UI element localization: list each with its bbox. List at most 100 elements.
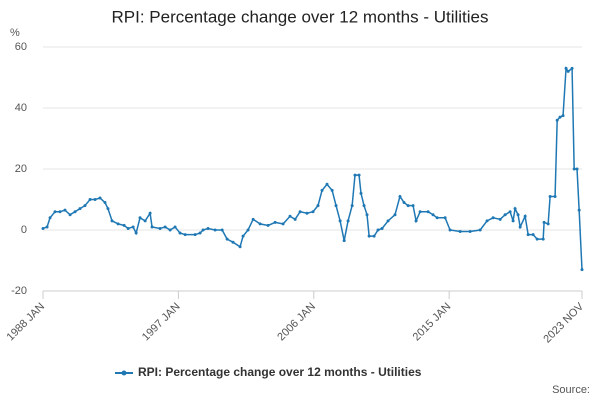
point bbox=[116, 222, 120, 226]
point bbox=[564, 66, 568, 70]
point bbox=[572, 167, 576, 171]
y-tick-label: -20 bbox=[11, 285, 27, 297]
point bbox=[126, 226, 130, 230]
point bbox=[320, 188, 324, 192]
chart-title: RPI: Percentage change over 12 months - … bbox=[111, 7, 488, 26]
point bbox=[386, 219, 390, 223]
point bbox=[418, 210, 422, 214]
point bbox=[367, 234, 371, 238]
point bbox=[362, 204, 366, 208]
point bbox=[575, 167, 579, 171]
point bbox=[73, 210, 77, 214]
point bbox=[566, 69, 570, 73]
point bbox=[353, 173, 357, 177]
point bbox=[183, 233, 187, 237]
point bbox=[503, 213, 507, 217]
point bbox=[558, 115, 562, 119]
y-tick-label: 40 bbox=[15, 102, 27, 114]
source: Source: bbox=[552, 384, 590, 396]
point bbox=[138, 216, 142, 220]
y-tick-label: 20 bbox=[15, 163, 27, 175]
point bbox=[148, 211, 152, 215]
point bbox=[411, 204, 415, 208]
point bbox=[63, 208, 67, 212]
point bbox=[426, 210, 430, 214]
point bbox=[83, 204, 87, 208]
point bbox=[193, 233, 197, 237]
point bbox=[106, 207, 110, 211]
point bbox=[88, 198, 92, 201]
point bbox=[58, 210, 62, 214]
point bbox=[334, 204, 338, 208]
point bbox=[288, 214, 292, 218]
point bbox=[365, 213, 369, 217]
point bbox=[163, 225, 167, 229]
x-tick-label: 2006 JAN bbox=[275, 301, 318, 344]
point bbox=[511, 219, 515, 223]
point bbox=[546, 222, 550, 226]
point bbox=[103, 201, 107, 205]
point bbox=[498, 217, 502, 221]
point bbox=[251, 217, 255, 221]
point bbox=[485, 219, 489, 223]
point bbox=[110, 219, 114, 223]
point bbox=[561, 114, 565, 118]
point bbox=[305, 211, 309, 215]
point bbox=[311, 210, 315, 214]
point bbox=[168, 228, 172, 232]
y-tick-label: 0 bbox=[21, 224, 27, 236]
point bbox=[513, 207, 517, 211]
point bbox=[580, 268, 584, 272]
point bbox=[48, 216, 52, 220]
point bbox=[376, 228, 380, 232]
point bbox=[246, 228, 250, 232]
point bbox=[293, 217, 297, 221]
point bbox=[143, 219, 147, 223]
point bbox=[241, 234, 245, 238]
point bbox=[98, 196, 102, 200]
point bbox=[406, 204, 410, 208]
point bbox=[518, 225, 522, 229]
point bbox=[53, 210, 57, 214]
point bbox=[541, 237, 545, 241]
legend-label: RPI: Percentage change over 12 months - … bbox=[138, 365, 422, 379]
point bbox=[393, 213, 397, 217]
point bbox=[150, 225, 154, 229]
point bbox=[448, 228, 452, 232]
point bbox=[213, 228, 217, 232]
point bbox=[402, 201, 406, 205]
point bbox=[178, 231, 182, 235]
x-tick-label: 2015 JAN bbox=[411, 301, 454, 344]
point bbox=[431, 213, 435, 217]
x-tick-label: 2023 NOV bbox=[541, 300, 586, 345]
y-axis-label: % bbox=[10, 27, 20, 39]
point bbox=[338, 219, 342, 223]
x-tick-label: 1997 JAN bbox=[140, 301, 183, 344]
x-tick-label: 1988 JAN bbox=[5, 301, 48, 344]
point bbox=[548, 194, 552, 198]
legend-marker bbox=[121, 370, 127, 376]
point bbox=[281, 222, 285, 226]
point bbox=[468, 230, 472, 234]
point bbox=[41, 226, 45, 230]
point bbox=[372, 234, 376, 238]
point bbox=[526, 233, 530, 237]
point bbox=[78, 207, 82, 211]
point bbox=[359, 191, 363, 195]
point bbox=[45, 225, 49, 229]
point bbox=[346, 219, 350, 223]
point bbox=[398, 194, 402, 198]
point bbox=[342, 239, 346, 243]
point bbox=[577, 208, 581, 212]
point bbox=[553, 194, 557, 198]
point bbox=[173, 225, 177, 229]
point bbox=[357, 173, 361, 177]
y-tick-label: 60 bbox=[15, 41, 27, 53]
point bbox=[68, 213, 72, 217]
point bbox=[380, 226, 384, 230]
point bbox=[516, 213, 520, 217]
point bbox=[435, 216, 439, 220]
point bbox=[201, 228, 205, 232]
